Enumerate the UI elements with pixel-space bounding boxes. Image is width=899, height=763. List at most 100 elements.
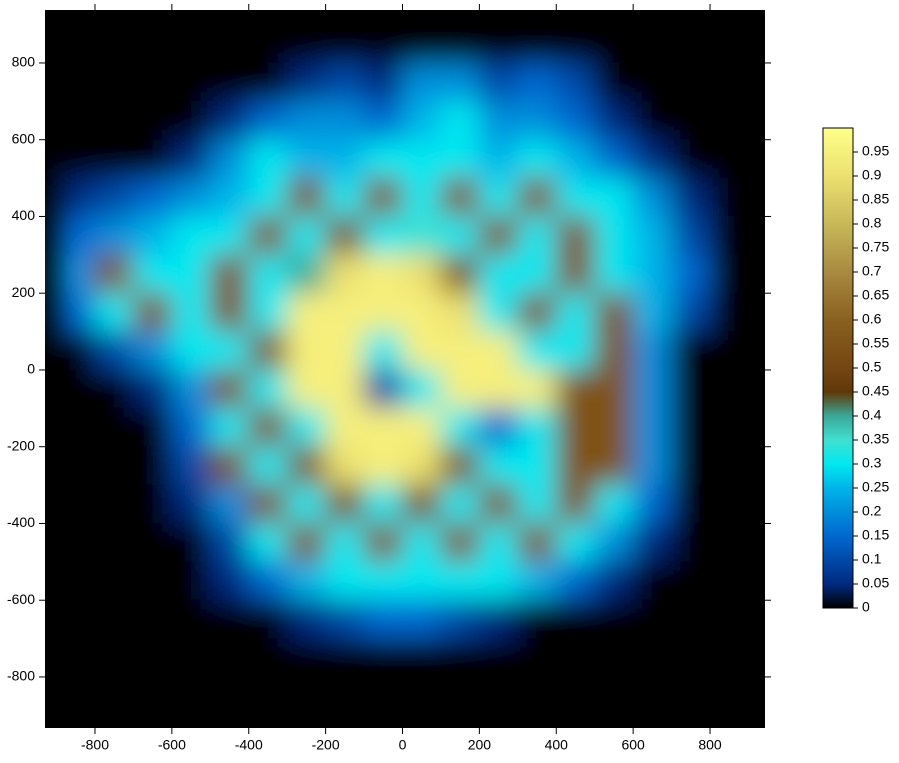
heat-cell [709, 24, 749, 64]
heat-cell [94, 446, 134, 486]
heat-cell [94, 254, 134, 294]
heat-cell [517, 215, 557, 256]
heat-cell [402, 24, 442, 64]
heat-cell [209, 676, 250, 716]
heat-cell [709, 254, 749, 294]
heat-cell [555, 292, 596, 333]
heat-cell [286, 522, 327, 563]
heat-cell [248, 100, 288, 141]
heat-cell [248, 676, 288, 716]
colorbar-tick-label: 0.5 [862, 359, 882, 375]
heat-cell [248, 139, 288, 179]
heat-cell [594, 407, 634, 448]
heat-cell [248, 177, 288, 217]
heat-cell [402, 561, 442, 601]
y-tick-label: -600 [7, 591, 35, 607]
heat-cell [555, 522, 596, 563]
heat-cell [594, 369, 634, 409]
heat-cell [555, 407, 596, 448]
heat-cell [555, 484, 596, 524]
heat-cell [286, 177, 327, 217]
heat-cell [517, 292, 557, 333]
heat-cell [632, 599, 673, 640]
heat-cell [517, 522, 557, 563]
heat-cell [325, 561, 365, 601]
heat-cell [402, 522, 442, 563]
heat-cell [56, 24, 96, 64]
heat-cell [209, 24, 250, 64]
heat-cell [478, 292, 519, 333]
heat-cell [363, 676, 404, 716]
heat-cell [402, 62, 442, 102]
heat-cell [171, 522, 211, 563]
heat-cell [171, 177, 211, 217]
y-tick-label: -800 [7, 668, 35, 684]
colorbar-tick-label: 0.7 [862, 263, 882, 279]
heat-cell [94, 331, 134, 371]
heat-cell [402, 331, 442, 371]
heat-cell [363, 331, 404, 371]
heat-cell [594, 446, 634, 486]
heat-cell [555, 676, 596, 716]
heat-cell [478, 24, 519, 64]
heat-cell [555, 100, 596, 141]
heat-cell [517, 24, 557, 64]
heat-cell [671, 24, 711, 64]
heat-cell [209, 100, 250, 141]
heat-cell [94, 561, 134, 601]
heat-cell [56, 561, 96, 601]
colorbar-tick-label: 0.6 [862, 311, 882, 327]
heat-cell [132, 676, 173, 716]
heat-cell [632, 139, 673, 179]
heat-cell [478, 561, 519, 601]
heat-cell [56, 254, 96, 294]
heat-cell [363, 24, 404, 64]
heat-cell [709, 62, 749, 102]
heat-cell [209, 638, 250, 678]
heat-cell [478, 484, 519, 524]
heat-cell [171, 407, 211, 448]
heat-cell [517, 484, 557, 524]
heat-cell [671, 177, 711, 217]
heat-cell [286, 100, 327, 141]
heat-cell [363, 561, 404, 601]
heat-cell [56, 62, 96, 102]
heat-cell [517, 369, 557, 409]
heat-cell [56, 177, 96, 217]
heat-cell [594, 215, 634, 256]
heat-cell [325, 446, 365, 486]
heat-cell [440, 292, 480, 333]
heat-cell [440, 522, 480, 563]
heat-cell [555, 24, 596, 64]
heat-cell [709, 638, 749, 678]
heat-cell [56, 331, 96, 371]
y-tick-label: 400 [12, 207, 36, 223]
heat-cell [709, 599, 749, 640]
heat-cell [209, 599, 250, 640]
heat-cell [171, 215, 211, 256]
heat-cell [132, 215, 173, 256]
x-tick-label: -800 [81, 737, 109, 753]
heat-cell [286, 331, 327, 371]
heat-cell [56, 676, 96, 716]
heat-cell [478, 599, 519, 640]
heat-cell [709, 407, 749, 448]
heat-cell [555, 638, 596, 678]
heat-cell [56, 407, 96, 448]
heat-cell [286, 369, 327, 409]
heat-cell [440, 561, 480, 601]
colorbar-tick-label: 0.85 [862, 191, 889, 207]
heat-cell [171, 24, 211, 64]
heat-cell [478, 369, 519, 409]
heat-cell [286, 292, 327, 333]
heat-cell [555, 331, 596, 371]
heat-cell [325, 254, 365, 294]
heat-cell [286, 62, 327, 102]
heat-cell [171, 331, 211, 371]
heat-cell [402, 599, 442, 640]
y-tick-label: 800 [12, 54, 36, 70]
heat-cell [132, 24, 173, 64]
x-tick-label: 800 [698, 737, 722, 753]
heat-cell [402, 292, 442, 333]
heat-cell [94, 292, 134, 333]
